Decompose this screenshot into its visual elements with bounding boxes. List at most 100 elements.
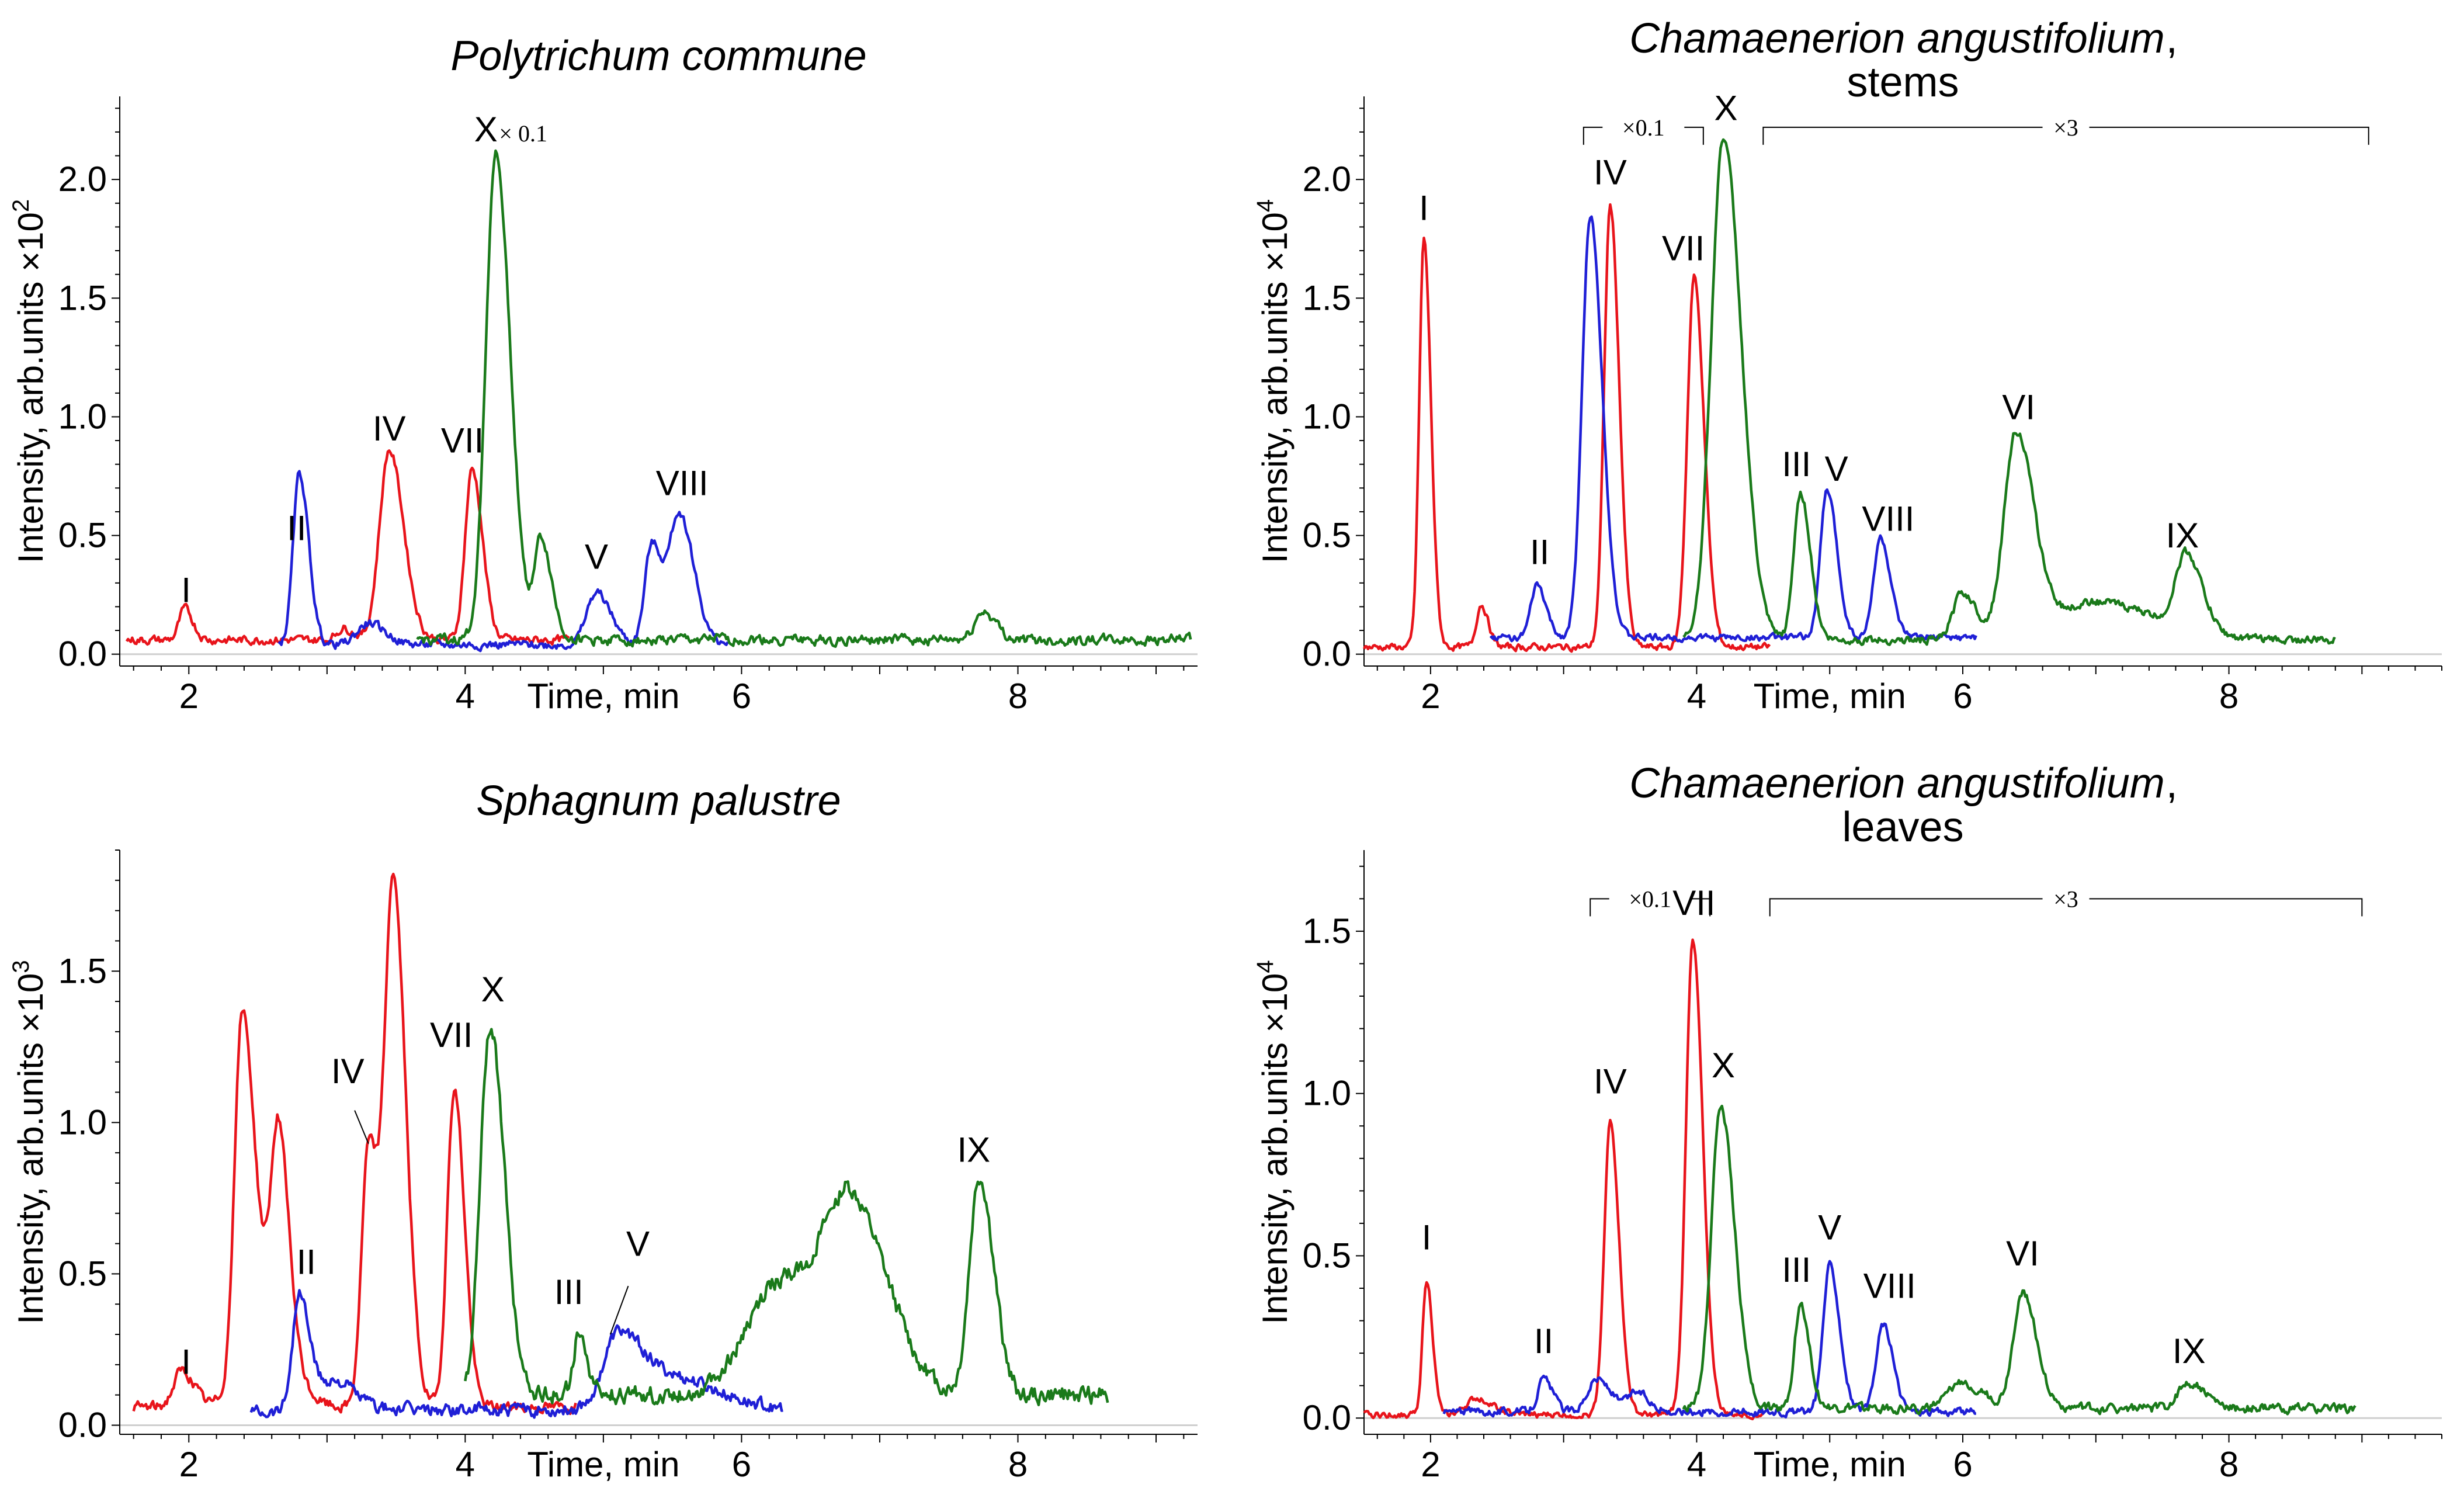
y-tick-label: 1.5 [1303, 278, 1351, 317]
y-axis-label-text: Intensity, arb.units ×10 [1255, 973, 1295, 1324]
y-axis-label: Intensity, arb.units ×104 [1252, 960, 1295, 1324]
peak-label: V [585, 537, 608, 576]
trace-green [416, 149, 1192, 648]
y-tick-label: 1.0 [1303, 1074, 1351, 1113]
y-tick-label: 0.0 [1303, 1398, 1351, 1437]
chart-subtitle: stems [1847, 59, 1959, 106]
x-tick-label: 4 [1687, 677, 1706, 716]
peak-label: II [297, 1242, 316, 1281]
peak-label: VII [1662, 228, 1705, 268]
trace-red [1363, 203, 1771, 653]
peak-label: IX [2165, 516, 2199, 555]
y-axis-label-text: Intensity, arb.units ×10 [11, 973, 50, 1324]
label-pointer [354, 1110, 369, 1144]
peak-label: IV [373, 409, 406, 448]
y-axis-label-exponent: 3 [8, 960, 34, 973]
x-tick-label: 2 [179, 1445, 199, 1484]
y-tick-label: 1.0 [1303, 397, 1351, 436]
y-tick-label: 0.0 [58, 1405, 107, 1444]
x-tick-label: 4 [456, 1445, 475, 1484]
x-tick-label: 8 [2219, 677, 2239, 716]
y-axis-label-exponent: 4 [1252, 199, 1278, 212]
trace-red [132, 872, 577, 1416]
y-axis-label-exponent: 2 [8, 199, 34, 212]
y-axis-label: Intensity, arb.units ×103 [8, 960, 50, 1324]
peak-label: VII [441, 421, 484, 460]
chart-panel-1: Polytrichum commune 0.0 0.5 1.0 1.5 2.0 2 4 6 8 Ti… [8, 33, 1198, 716]
y-axis-label-text: Intensity, arb.units ×10 [1255, 212, 1295, 563]
x-axis-label: Time, min [527, 677, 679, 716]
peak-label: VI [2006, 1234, 2039, 1273]
peak-label: III [554, 1272, 584, 1312]
peak-label: VIII [656, 464, 709, 503]
scale-bracket [1769, 898, 2363, 917]
peak-label: IV [1594, 152, 1627, 192]
peak-label: X [474, 110, 498, 149]
trace-red [1363, 938, 1764, 1421]
x-tick-label: 8 [1008, 1445, 1028, 1484]
peak-label: I [181, 570, 191, 609]
trace-blue [277, 470, 729, 653]
chart-subtitle: leaves [1842, 804, 1963, 851]
x-tick-label: 4 [1687, 1445, 1706, 1484]
trace-green [464, 1028, 1109, 1407]
peak-label: I [181, 1342, 191, 1381]
peak-label: VIII [1862, 499, 1914, 538]
y-tick-label: 2.0 [58, 159, 107, 199]
peak-label: IX [957, 1131, 990, 1170]
scale-bracket [1762, 126, 2369, 145]
trace-blue [249, 1289, 783, 1419]
peak-label: X [1715, 89, 1738, 128]
x-tick-label: 6 [1953, 1445, 1972, 1484]
y-tick-label: 0.5 [58, 1254, 107, 1293]
peak-label: V [626, 1224, 650, 1263]
title-comma: , [2166, 760, 2178, 807]
y-axis-label-text: Intensity, arb.units ×10 [11, 212, 50, 563]
title-comma: , [2166, 15, 2178, 62]
scale-bracket-label: ×0.1 [1622, 115, 1665, 141]
scale-bracket-label: ×0.1 [1629, 886, 1671, 912]
chart-title: Chamaenerion angustifolium [1629, 15, 2165, 62]
peak-label: V [1818, 1208, 1841, 1247]
peak-label: IV [1594, 1062, 1627, 1101]
trace-red [125, 449, 570, 646]
trace-blue [1442, 1260, 1976, 1419]
label-pointer [609, 1285, 629, 1335]
peak-label: V [1825, 449, 1848, 488]
y-tick-label: 1.0 [58, 1102, 107, 1142]
trace-green [1682, 138, 2336, 646]
y-axis-label: Intensity, arb.units ×104 [1252, 199, 1295, 563]
y-tick-label: 1.0 [58, 397, 107, 436]
peak-label: II [1534, 1322, 1553, 1361]
x-tick-label: 8 [1008, 677, 1028, 716]
peak-label: III [1782, 1250, 1811, 1289]
x-tick-label: 6 [1953, 677, 1972, 716]
chart-title: Sphagnum palustre [476, 778, 841, 824]
x-tick-label: 2 [179, 677, 199, 716]
y-tick-label: 1.5 [58, 278, 107, 317]
chart-title: Polytrichum commune [450, 33, 866, 79]
trace-blue [1489, 215, 1977, 643]
peak-label: VI [2002, 388, 2035, 427]
peak-label: VIII [1863, 1267, 1916, 1306]
x-tick-label: 2 [1421, 677, 1440, 716]
y-tick-label: 1.5 [58, 951, 107, 990]
scale-note: × 0.1 [499, 120, 547, 147]
y-tick-label: 0.5 [1303, 516, 1351, 555]
peak-label: VII [430, 1015, 473, 1055]
peak-label: IV [331, 1052, 365, 1091]
peak-label: II [1530, 532, 1549, 571]
trace-green [1682, 1104, 2357, 1416]
peak-label: VII [1672, 883, 1715, 923]
scale-bracket [1590, 898, 1711, 917]
peak-label: II [287, 509, 306, 548]
x-tick-label: 4 [456, 677, 475, 716]
y-tick-label: 0.0 [58, 634, 107, 674]
x-tick-label: 2 [1421, 1445, 1440, 1484]
peak-label: I [1422, 1218, 1432, 1257]
peak-label: I [1419, 188, 1429, 227]
y-axis-label-exponent: 4 [1252, 960, 1278, 973]
